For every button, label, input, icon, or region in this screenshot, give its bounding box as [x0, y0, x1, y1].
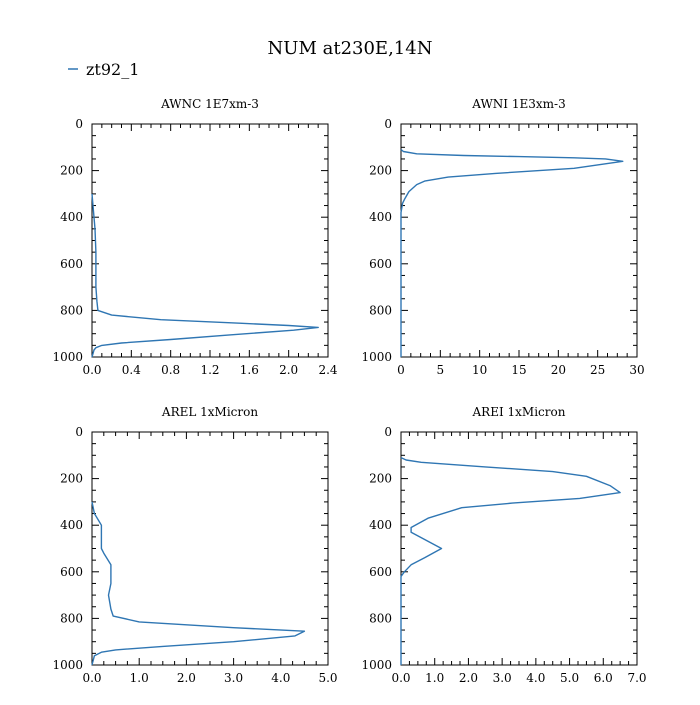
y-tick-label-awni: 400 [369, 210, 392, 224]
plot-awnc: AWNC 1E7xm-3 0.0 0.4 0.8 1.2 1.6 2.0 2.4 0 200 400… [52, 97, 337, 377]
x-tick-label-arei: 0.0 [391, 671, 410, 685]
y-tick-label-arel: 0 [75, 425, 83, 439]
y-tick-label-arel: 1000 [52, 658, 83, 672]
legend-label: zt92_1 [86, 60, 139, 79]
x-tick-label-awnc: 2.0 [279, 363, 298, 377]
x-tick-label-arei: 5.0 [560, 671, 579, 685]
panel-title-awnc: AWNC 1E7xm-3 [160, 97, 259, 111]
figure-title: NUM at230E,14N [268, 38, 433, 59]
y-tick-label-arei: 1000 [361, 658, 392, 672]
series-line-arei [400, 456, 621, 665]
plot-arei: AREI 1xMicron 0.0 1.0 2.0 3.0 4.0 5.0 6.0 7.0 0 20… [361, 405, 646, 685]
panel-title-arel: AREL 1xMicron [161, 405, 258, 419]
y-tick-label-awnc: 600 [60, 257, 83, 271]
y-tick-label-awnc: 200 [60, 164, 83, 178]
y-tick-label-awni: 1000 [361, 350, 392, 364]
y-tick-label-arei: 200 [369, 472, 392, 486]
x-tick-label-awni: 0 [397, 363, 405, 377]
x-tick-label-arel: 0.0 [82, 671, 101, 685]
y-tick-label-arel: 400 [60, 518, 83, 532]
y-tick-label-awni: 600 [369, 257, 392, 271]
y-tick-label-arel: 800 [60, 611, 83, 625]
x-tick-label-awni: 10 [472, 363, 487, 377]
series-line-arel [91, 501, 306, 666]
x-tick-label-arei: 3.0 [493, 671, 512, 685]
x-tick-label-arel: 4.0 [271, 671, 290, 685]
x-tick-label-arel: 5.0 [318, 671, 337, 685]
y-tick-label-arei: 600 [369, 565, 392, 579]
y-tick-label-awnc: 400 [60, 210, 83, 224]
x-tick-label-awni: 15 [511, 363, 526, 377]
y-tick-label-awnc: 800 [60, 303, 83, 317]
x-tick-label-awnc: 0.4 [122, 363, 141, 377]
x-tick-label-awnc: 2.4 [318, 363, 337, 377]
y-tick-label-arei: 400 [369, 518, 392, 532]
x-tick-label-arei: 4.0 [526, 671, 545, 685]
x-tick-label-arei: 7.0 [627, 671, 646, 685]
y-tick-label-awnc: 1000 [52, 350, 83, 364]
y-tick-label-arei: 0 [384, 425, 392, 439]
y-tick-label-awnc: 0 [75, 117, 83, 131]
x-tick-label-awni: 30 [629, 363, 644, 377]
series-line-awni [400, 149, 624, 357]
x-tick-label-awni: 5 [437, 363, 445, 377]
series-line-awnc [91, 193, 319, 358]
x-tick-label-awnc: 0.0 [82, 363, 101, 377]
y-tick-label-arel: 200 [60, 472, 83, 486]
x-tick-label-arel: 3.0 [224, 671, 243, 685]
x-tick-label-awni: 25 [590, 363, 605, 377]
y-tick-label-awni: 800 [369, 303, 392, 317]
y-tick-label-awni: 0 [384, 117, 392, 131]
panel-title-awni: AWNI 1E3xm-3 [471, 97, 565, 111]
y-tick-label-arel: 600 [60, 565, 83, 579]
x-tick-label-awnc: 1.2 [200, 363, 219, 377]
x-tick-label-awni: 20 [551, 363, 566, 377]
x-tick-label-arei: 6.0 [594, 671, 613, 685]
x-tick-label-arel: 2.0 [177, 671, 196, 685]
x-tick-label-arel: 1.0 [130, 671, 149, 685]
x-tick-label-awnc: 1.6 [240, 363, 259, 377]
x-tick-label-arei: 1.0 [425, 671, 444, 685]
plot-arel: AREL 1xMicron 0.0 1.0 2.0 3.0 4.0 5.0 0 200 400 60… [52, 405, 337, 685]
y-tick-label-arei: 800 [369, 611, 392, 625]
y-tick-label-awni: 200 [369, 164, 392, 178]
x-tick-label-arei: 2.0 [459, 671, 478, 685]
plot-frame-arei [400, 431, 638, 666]
panel-title-arei: AREI 1xMicron [472, 405, 566, 419]
x-tick-label-awnc: 0.8 [161, 363, 180, 377]
plot-awni: AWNI 1E3xm-3 0 5 10 15 20 25 30 0 200 400 600 800 100… [361, 97, 644, 377]
